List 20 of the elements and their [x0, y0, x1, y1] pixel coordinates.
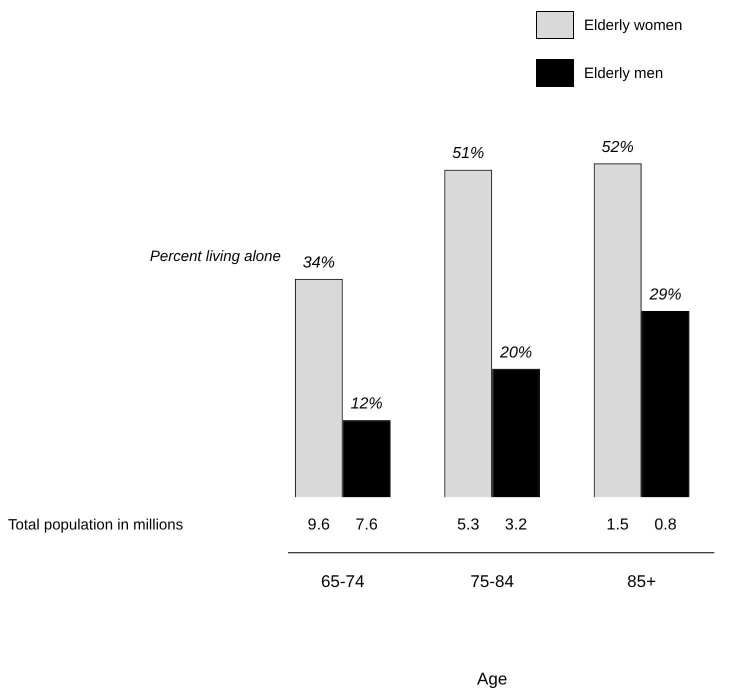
text: 1.5 [606, 516, 629, 534]
annotation: Percent living alone [150, 248, 281, 266]
x-tick-label: 65-74 [320, 572, 364, 592]
text: Total population in millions [8, 516, 184, 534]
legend-label: Elderly women [584, 16, 682, 34]
data-label: 12% [350, 396, 383, 413]
x-axis-title: Age [477, 669, 508, 688]
data-label: 29% [648, 286, 682, 304]
text: 9.6 [308, 516, 330, 534]
x-tick-label: 85+ [627, 572, 656, 592]
data-label: 34% [302, 254, 335, 272]
data-label: 52% [602, 138, 634, 156]
data-label: 51% [452, 145, 484, 162]
text: 5.3 [457, 516, 480, 534]
data-label: 20% [499, 344, 532, 362]
text: 3.2 [504, 516, 528, 534]
x-tick-label: 75-84 [470, 572, 514, 592]
text: 7.6 [356, 516, 378, 534]
legend-label: Elderly men [584, 64, 664, 82]
text: 0.8 [654, 516, 677, 534]
